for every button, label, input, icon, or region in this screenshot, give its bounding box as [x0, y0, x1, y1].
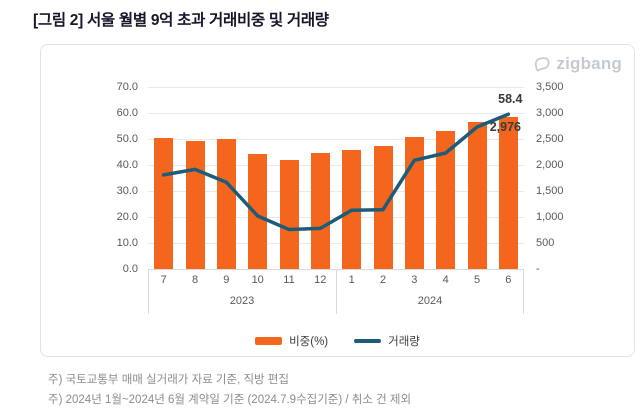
- figure-title: [그림 2] 서울 월별 9억 초과 거래비중 및 거래량: [33, 12, 329, 29]
- legend-bar-label: 비중(%): [289, 336, 329, 348]
- month-label-11: 11: [283, 274, 295, 286]
- footnote-period: 주) 2024년 1월~2024년 6월 계약일 기준 (2024.7.9수집기…: [48, 393, 412, 406]
- month-label-5: 5: [473, 274, 481, 286]
- left-axis-tick-label: 50.0: [116, 133, 138, 145]
- left-axis-tick-label: 20.0: [116, 211, 138, 223]
- x-axis: 7 8 9 10 11 12 1 2 3 4 5 6 2023 2024: [148, 269, 524, 315]
- left-axis-tick-label: 60.0: [116, 107, 138, 119]
- gridline: [148, 139, 524, 140]
- legend-line-swatch: [354, 339, 382, 343]
- bar-4: [436, 130, 456, 269]
- legend-line-label: 거래량: [388, 336, 420, 348]
- bar-11: [279, 159, 299, 269]
- bar-6: [498, 117, 518, 269]
- month-label-8: 8: [191, 274, 199, 286]
- plot-area: 58.4 2,976: [148, 87, 524, 270]
- month-label-1: 1: [348, 274, 355, 286]
- gridline: [148, 113, 524, 114]
- left-axis-tick-label: 30.0: [116, 185, 138, 197]
- left-axis-tick-label: 40.0: [116, 159, 138, 171]
- month-label-12: 12: [314, 274, 327, 286]
- x-axis-separator-1: [336, 269, 337, 314]
- month-label-4: 4: [442, 274, 449, 286]
- footnote-source: 주) 국토교통부 매매 실거래가 자료 기준, 직방 편집: [48, 374, 289, 386]
- month-label-3: 3: [411, 274, 418, 286]
- volume-line-series: [161, 112, 511, 232]
- right-axis-tick-label: 500: [536, 237, 555, 249]
- right-axis-tick-label: 2,000: [536, 159, 564, 171]
- month-label-6: 6: [505, 274, 512, 286]
- annotation-last-line-value: 2,976: [489, 120, 521, 135]
- bar-5: [467, 121, 487, 269]
- bar-7: [154, 138, 174, 269]
- legend-bar-swatch: [255, 337, 283, 345]
- gridline: [148, 191, 524, 192]
- zigbang-logo-icon: [535, 56, 550, 72]
- left-axis-tick-label: 70.0: [116, 81, 138, 93]
- year-label-2023: 2023: [229, 295, 255, 307]
- bar-9: [216, 139, 236, 269]
- left-axis-tick-label: 10.0: [116, 237, 138, 249]
- month-label-7: 7: [160, 274, 167, 286]
- month-label-2: 2: [379, 274, 387, 286]
- right-axis-tick-label: 1,000: [536, 211, 564, 223]
- bar-12: [310, 153, 330, 269]
- right-axis-tick-label: 1,500: [536, 185, 564, 197]
- bar-10: [248, 153, 268, 269]
- x-axis-separator-0: [148, 269, 149, 314]
- x-axis-separator-2: [523, 269, 524, 314]
- zigbang-logo-text: zigbang: [556, 54, 622, 73]
- footnotes: 주) 국토교통부 매매 실거래가 자료 기준, 직방 편집 주) 2024년 1…: [48, 371, 411, 410]
- gridline: [148, 165, 524, 166]
- right-axis-tick-label: 3,000: [536, 107, 564, 119]
- zigbang-logo: zigbang: [532, 54, 622, 74]
- month-label-10: 10: [251, 274, 264, 286]
- left-axis-tick-label: 0.0: [122, 263, 138, 275]
- annotation-last-bar-value: 58.4: [498, 92, 523, 107]
- volume-line-path: [161, 112, 511, 232]
- right-axis-tick-label: 3,500: [536, 81, 564, 93]
- month-label-9: 9: [223, 274, 230, 286]
- legend: 비중(%) 거래량: [41, 333, 634, 349]
- year-label-2024: 2024: [417, 295, 443, 307]
- chart-card: zigbang 70.0 60.0 50.0 40.0 30.0 20.0 10.0 0.0 …: [40, 44, 635, 357]
- gridline: [148, 87, 524, 88]
- right-axis-tick-label: -: [536, 263, 540, 275]
- right-axis-tick-label: 2,500: [536, 133, 564, 145]
- gridline: [148, 243, 524, 244]
